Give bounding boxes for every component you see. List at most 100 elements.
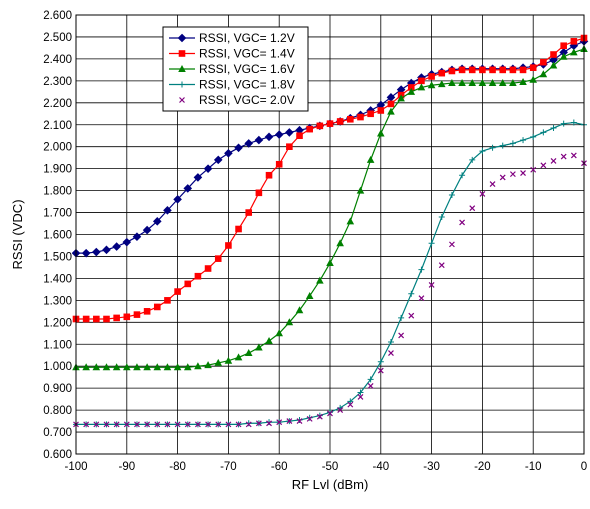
x-tick-label: -80 (169, 461, 186, 473)
data-point (549, 61, 558, 69)
data-point (478, 79, 487, 87)
data-point (570, 38, 578, 45)
data-point (499, 66, 507, 74)
data-point (560, 120, 567, 127)
legend-label: RSSI, VGC= 1.6V (199, 62, 295, 76)
data-point (245, 209, 253, 216)
data-point (560, 153, 567, 160)
data-point (274, 130, 284, 139)
data-point (438, 69, 446, 77)
data-point (92, 247, 101, 257)
data-point (387, 100, 395, 108)
data-point (153, 303, 161, 311)
data-point (93, 315, 100, 323)
y-tick-label: 1.900 (43, 164, 72, 176)
data-point (397, 94, 405, 102)
data-point (489, 181, 496, 187)
data-point (327, 409, 333, 416)
legend-item: RSSI, VGC= 1.8V (169, 78, 295, 92)
data-point (428, 240, 435, 247)
legend-label: RSSI, VGC= 1.2V (199, 31, 295, 45)
x-tick-label: -90 (118, 461, 135, 473)
data-point (519, 77, 527, 85)
y-tick-label: 1.400 (43, 273, 72, 285)
data-point (306, 415, 313, 422)
data-point (184, 421, 191, 428)
data-point (194, 421, 201, 428)
y-tick-label: 1.800 (43, 186, 72, 198)
series-4 (73, 119, 587, 428)
data-point (427, 81, 436, 89)
data-point (244, 349, 253, 357)
y-tick-label: 1.200 (43, 317, 72, 329)
data-point (326, 120, 334, 127)
data-point (113, 421, 120, 428)
data-point (234, 143, 243, 153)
data-point (468, 66, 476, 74)
data-point (347, 401, 354, 408)
data-point (285, 318, 294, 326)
y-tick-label: 0.700 (43, 427, 72, 439)
data-point (458, 66, 466, 74)
legend-item: RSSI, VGC= 1.4V (169, 47, 295, 61)
data-point (255, 343, 263, 351)
data-point (377, 107, 385, 114)
legend-marker (178, 50, 186, 57)
data-point (173, 363, 182, 371)
data-point (316, 122, 324, 130)
y-tick-label: 2.200 (43, 98, 72, 110)
data-point (83, 421, 90, 428)
data-point (509, 79, 517, 87)
legend-label: RSSI, VGC= 1.8V (199, 78, 295, 92)
data-point (123, 313, 131, 321)
data-point (214, 358, 223, 366)
x-tick-label: -50 (322, 461, 339, 473)
data-point (388, 350, 394, 356)
data-point (205, 421, 212, 428)
data-point (123, 421, 130, 428)
data-point (245, 420, 252, 427)
data-point (143, 363, 151, 371)
data-point (428, 73, 435, 80)
data-point (266, 419, 273, 426)
data-point (112, 242, 121, 251)
data-point (377, 367, 384, 374)
data-point (133, 363, 141, 371)
data-point (255, 420, 262, 427)
y-tick-label: 1.300 (43, 295, 72, 307)
data-point (550, 158, 557, 164)
legend-marker (177, 33, 187, 43)
legend-label: RSSI, VGC= 2.0V (199, 93, 295, 107)
data-point (132, 232, 142, 242)
data-point (296, 418, 303, 424)
data-point (203, 164, 213, 173)
data-point (81, 248, 91, 258)
data-point (529, 75, 537, 83)
data-point (103, 315, 110, 323)
data-point (264, 132, 274, 142)
data-point (448, 241, 455, 248)
data-point (367, 376, 374, 383)
data-point (479, 66, 486, 74)
data-point (144, 421, 151, 428)
data-point (225, 242, 232, 249)
series-3 (72, 45, 588, 371)
data-point (93, 421, 100, 428)
data-point (499, 142, 506, 149)
x-tick-label: -70 (220, 461, 237, 473)
data-point (184, 280, 192, 288)
data-point (153, 363, 162, 371)
data-point (296, 416, 303, 423)
data-point (529, 64, 537, 71)
data-point (225, 421, 232, 428)
data-point (438, 213, 445, 220)
data-point (296, 132, 303, 140)
data-point (469, 205, 476, 212)
data-point (316, 413, 323, 420)
series-5 (73, 152, 587, 428)
data-point (479, 190, 486, 197)
data-point (173, 195, 182, 204)
data-point (194, 272, 202, 280)
data-point (448, 191, 455, 198)
data-point (367, 383, 374, 389)
